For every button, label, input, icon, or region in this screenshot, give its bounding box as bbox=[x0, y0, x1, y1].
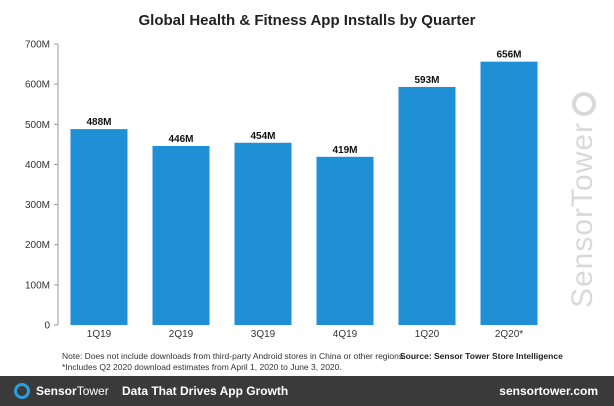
bar bbox=[234, 142, 292, 325]
data-label: 488M bbox=[86, 117, 111, 128]
chart-notes: Note: Does not include downloads from th… bbox=[62, 351, 406, 373]
footer-tagline: Data That Drives App Growth bbox=[122, 384, 289, 398]
x-tick-label: 1Q19 bbox=[87, 329, 112, 340]
y-tick-label: 400M bbox=[25, 160, 50, 171]
y-tick-label: 700M bbox=[25, 40, 50, 51]
watermark-text: SensorTower bbox=[566, 121, 599, 309]
bar bbox=[480, 61, 538, 326]
x-tick-label: 2Q20* bbox=[495, 329, 523, 340]
note-line-1: Note: Does not include downloads from th… bbox=[62, 351, 406, 361]
y-tick-label: 300M bbox=[25, 200, 50, 211]
chart-title: Global Health & Fitness App Installs by … bbox=[138, 12, 476, 29]
brand-part-1: Sensor bbox=[36, 384, 77, 398]
y-tick-label: 0 bbox=[44, 321, 50, 332]
footer-site-link[interactable]: sensortower.com bbox=[499, 384, 598, 398]
x-tick-label: 2Q19 bbox=[169, 329, 194, 340]
y-tick-label: 100M bbox=[25, 280, 50, 291]
data-label: 454M bbox=[250, 131, 275, 142]
bar bbox=[398, 86, 456, 326]
data-label: 593M bbox=[414, 75, 439, 86]
y-tick-label: 600M bbox=[25, 80, 50, 91]
footer-bar: SensorTower Data That Drives App Growth … bbox=[0, 376, 614, 406]
data-label: 419M bbox=[332, 145, 357, 156]
brand-part-2: Tower bbox=[76, 384, 109, 398]
bar-chart: 0 100M 200M 300M 400M 500M 600M 700M 488M 1Q19 446… bbox=[25, 40, 538, 340]
source-text: Source: Sensor Tower Store Intelligence bbox=[400, 351, 563, 361]
footer-brand: SensorTower bbox=[36, 384, 109, 398]
data-label: 446M bbox=[168, 134, 193, 145]
bar bbox=[70, 129, 128, 325]
watermark: SensorTower bbox=[566, 91, 600, 309]
y-tick-label: 200M bbox=[25, 240, 50, 251]
y-tick-label: 500M bbox=[25, 120, 50, 131]
x-tick-label: 4Q19 bbox=[333, 329, 358, 340]
note-line-2: *Includes Q2 2020 download estimates fro… bbox=[62, 362, 342, 372]
x-tick-label: 1Q20 bbox=[415, 329, 440, 340]
watermark-logo-icon bbox=[572, 91, 597, 116]
x-tick-label: 3Q19 bbox=[251, 329, 276, 340]
bar bbox=[316, 156, 374, 325]
sensortower-logo-icon bbox=[14, 383, 30, 399]
data-label: 656M bbox=[496, 50, 521, 61]
bar bbox=[152, 145, 210, 325]
